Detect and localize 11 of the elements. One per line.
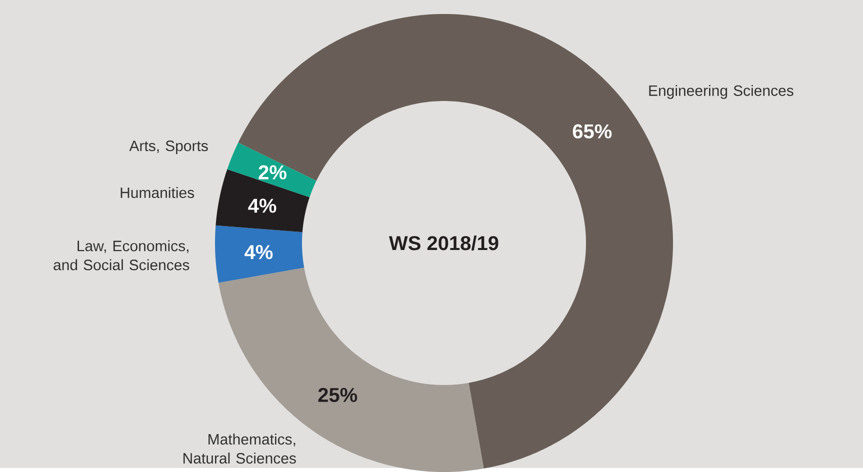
data-label: 25% <box>318 388 358 402</box>
data-label: 4% <box>244 245 273 260</box>
data-label: 65% <box>572 124 612 138</box>
data-label: 4% <box>248 198 276 213</box>
slice-label: Mathematics, Natural Sciences <box>184 434 296 464</box>
text: WS 2018/19 <box>388 236 498 250</box>
slice-label: Humanities <box>120 187 194 198</box>
slice-label: Law, Economics, and Social Sciences <box>54 240 190 270</box>
data-label: 2% <box>258 165 286 180</box>
slice-label: Engineering Sciences <box>649 84 794 99</box>
slice-label: Arts, Sports <box>129 140 208 154</box>
